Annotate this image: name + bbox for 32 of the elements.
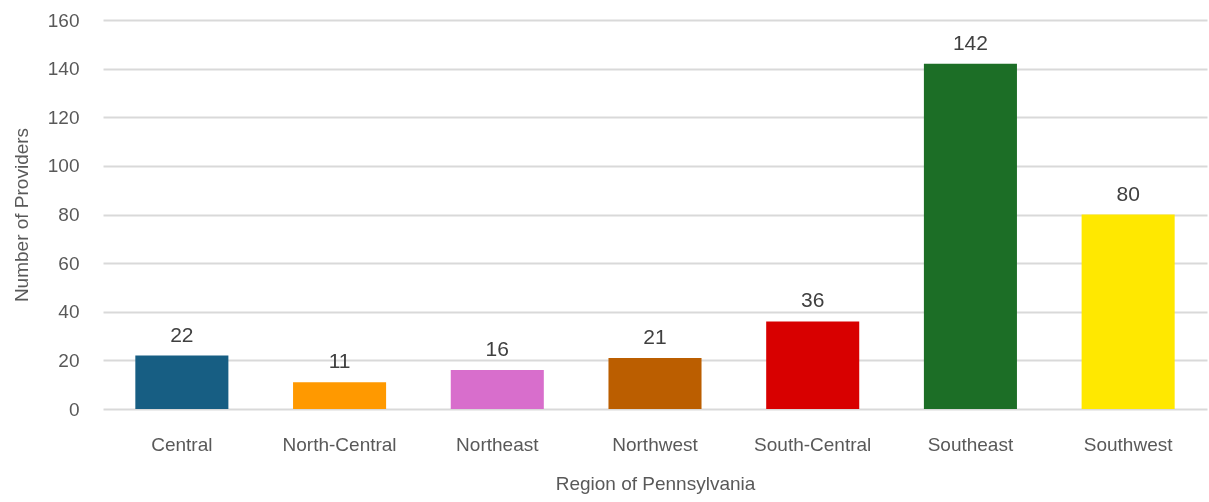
data-label: 36 bbox=[801, 288, 825, 312]
x-tick-label: Southeast bbox=[927, 433, 1014, 455]
y-tick-label: 80 bbox=[58, 204, 80, 225]
x-tick-label: Southwest bbox=[1083, 433, 1174, 455]
bar bbox=[923, 63, 1017, 409]
data-label: 80 bbox=[1116, 181, 1140, 205]
x-tick-label: North-Central bbox=[282, 433, 397, 455]
x-tick-label: Northeast bbox=[456, 433, 540, 455]
data-label: 21 bbox=[643, 324, 667, 348]
y-tick-label: 100 bbox=[47, 155, 80, 177]
data-label: 22 bbox=[170, 322, 194, 346]
bar bbox=[293, 382, 387, 409]
bar bbox=[766, 321, 860, 409]
x-tick-label: Central bbox=[151, 433, 213, 455]
y-tick-label: 20 bbox=[58, 349, 80, 371]
y-tick-label: 120 bbox=[47, 106, 80, 128]
y-tick-label: 140 bbox=[47, 58, 80, 80]
y-axis-title: Number of Providers bbox=[10, 127, 32, 303]
y-tick-label: 0 bbox=[68, 398, 80, 420]
data-label: 11 bbox=[328, 349, 351, 373]
y-tick-label: 160 bbox=[47, 9, 80, 31]
y-tick-label: 60 bbox=[58, 252, 80, 274]
x-tick-label: Northwest bbox=[612, 433, 699, 455]
y-tick-label: 40 bbox=[58, 301, 80, 323]
bar bbox=[1081, 214, 1175, 409]
bar bbox=[135, 355, 229, 409]
x-axis-title: Region of Pennsylvania bbox=[555, 472, 756, 494]
data-label: 16 bbox=[485, 337, 509, 361]
bar bbox=[608, 357, 702, 409]
bar bbox=[450, 370, 544, 409]
x-tick-label: South-Central bbox=[754, 433, 872, 455]
data-label: 142 bbox=[952, 30, 988, 54]
